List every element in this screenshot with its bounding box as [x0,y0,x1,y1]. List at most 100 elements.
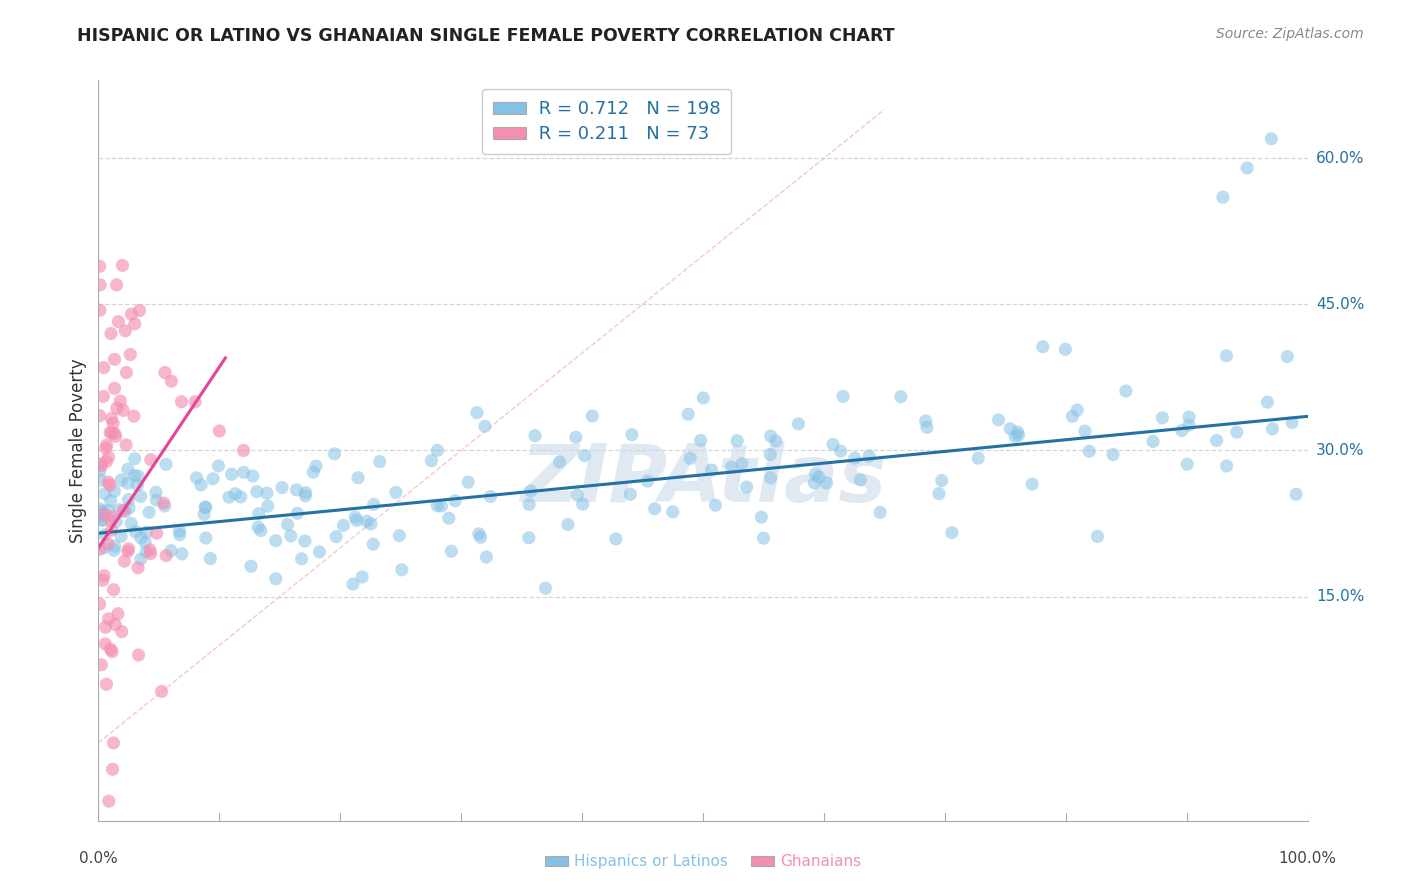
Point [194,500,217,515]
Point [360,516,382,531]
Point [830,444,852,458]
Text: 30.0%: 30.0% [1316,443,1364,458]
Text: ZIPAtlas: ZIPAtlas [520,441,886,519]
Point [759,447,782,461]
Point [240,559,263,574]
Point [89,409,111,423]
Point [91,574,114,588]
Point [108,502,131,516]
Point [100,326,122,341]
Point [242,469,264,483]
Point [117,462,139,476]
Point [94,620,117,634]
Point [246,484,269,499]
Point [117,544,139,558]
Point [91,504,114,518]
Point [323,447,346,461]
Point [118,500,141,515]
Point [186,471,208,485]
Point [94,637,117,651]
Point [1007,425,1029,439]
Point [444,493,467,508]
Point [689,434,711,448]
Point [620,427,643,442]
Point [256,486,278,500]
Point [232,466,254,480]
Point [135,525,157,540]
Point [105,515,128,529]
Point [184,394,207,409]
Point [110,529,132,543]
Point [128,303,150,318]
Text: Source: ZipAtlas.com: Source: ZipAtlas.com [1216,27,1364,41]
Point [1102,448,1125,462]
Point [941,525,963,540]
Point [1178,418,1201,433]
Point [194,500,217,515]
Point [517,497,540,511]
Point [120,347,142,361]
Point [803,475,825,490]
Point [97,450,120,465]
Point [105,277,128,292]
Point [100,523,122,537]
Point [967,451,990,466]
Point [89,501,111,516]
Point [127,478,149,492]
Point [100,411,122,425]
Point [567,488,589,502]
Point [692,391,714,405]
Point [987,413,1010,427]
Point [129,489,152,503]
Text: 45.0%: 45.0% [1316,297,1364,312]
Point [89,464,111,478]
Point [122,409,145,424]
Point [117,541,139,556]
Point [1171,424,1194,438]
Point [291,552,314,566]
Point [1142,434,1164,449]
Point [457,475,479,490]
Point [890,390,912,404]
Point [700,463,723,477]
Point [97,503,120,517]
Point [101,645,124,659]
Point [139,543,162,558]
Point [114,505,136,519]
Point [342,577,364,591]
Point [111,258,134,272]
Point [114,324,136,338]
Text: 100.0%: 100.0% [1278,851,1337,866]
Point [194,531,217,545]
Point [145,485,167,500]
Point [308,545,330,559]
Point [96,454,118,468]
Point [565,430,588,444]
Point [134,535,156,549]
Point [93,568,115,582]
Point [437,511,460,525]
Point [120,516,142,531]
Point [807,470,830,484]
Point [155,549,177,563]
Point [208,424,231,438]
Point [759,429,782,443]
Point [470,530,492,544]
Point [249,524,271,538]
Point [474,419,496,434]
Point [385,485,408,500]
Point [1054,343,1077,357]
Point [305,459,328,474]
Point [229,490,252,504]
Point [465,406,488,420]
Point [1004,429,1026,443]
Point [1212,190,1234,204]
Point [155,458,177,472]
Point [440,544,463,558]
Point [1078,444,1101,458]
Point [517,531,540,545]
Point [93,528,115,542]
Point [534,581,557,595]
Point [112,554,135,568]
Point [96,677,118,691]
